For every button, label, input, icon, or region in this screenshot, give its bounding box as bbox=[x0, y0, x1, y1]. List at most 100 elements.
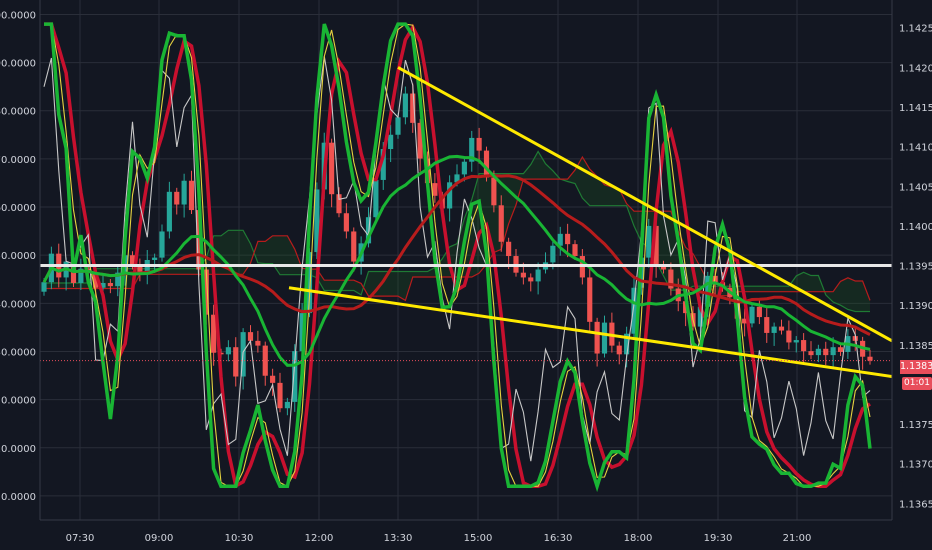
right-tick-label: 1.13700 bbox=[899, 460, 932, 471]
left-tick-label: 0.0000 bbox=[1, 492, 36, 503]
candle-body bbox=[343, 213, 349, 232]
left-tick-label: 40.0000 bbox=[0, 299, 36, 310]
candle-body bbox=[742, 318, 748, 324]
candle-body bbox=[129, 255, 136, 266]
candle-body bbox=[815, 348, 821, 356]
candle-body bbox=[506, 241, 512, 257]
candle-body bbox=[277, 382, 283, 409]
candle-body bbox=[601, 322, 608, 354]
left-tick-label: 50.0000 bbox=[0, 251, 36, 262]
right-tick-label: 1.13850 bbox=[899, 341, 932, 352]
right-tick-label: 1.14050 bbox=[899, 182, 932, 193]
right-tick-label: 1.13650 bbox=[899, 499, 932, 510]
candle-body bbox=[550, 245, 556, 263]
candle-body bbox=[572, 244, 578, 257]
x-tick-label: 07:30 bbox=[66, 533, 95, 544]
x-tick-label: 09:00 bbox=[145, 533, 174, 544]
candle-body bbox=[557, 233, 563, 246]
candle-body bbox=[137, 265, 143, 275]
candle-body bbox=[174, 191, 180, 205]
lower-trendline bbox=[288, 286, 893, 379]
candle-body bbox=[166, 191, 172, 232]
x-tick-label: 13:30 bbox=[384, 533, 413, 544]
candle-body bbox=[432, 183, 438, 196]
right-tick-label: 1.14000 bbox=[899, 222, 932, 233]
right-tick-label: 1.13750 bbox=[899, 420, 932, 431]
candle-body bbox=[653, 225, 659, 265]
left-tick-label: 90.0000 bbox=[0, 59, 36, 70]
candle-body bbox=[616, 345, 622, 355]
moving-average-fast bbox=[42, 154, 871, 367]
candle-body bbox=[631, 287, 637, 334]
candle-body bbox=[292, 351, 298, 402]
candle-body bbox=[247, 332, 254, 341]
candle-body bbox=[749, 306, 755, 324]
candle-body bbox=[395, 117, 401, 135]
stochastic-k-line bbox=[44, 22, 872, 493]
candle-body bbox=[830, 347, 836, 356]
candle-body bbox=[660, 264, 667, 270]
candle-body bbox=[469, 137, 475, 162]
left-tick-label: 80.0000 bbox=[0, 107, 36, 118]
candle-body bbox=[867, 356, 873, 361]
candle-body bbox=[793, 340, 799, 343]
axes: 07:30 09:00 10:30 12:00 13:30 15:00 16:30 18:00… bbox=[0, 10, 932, 544]
candle-body bbox=[329, 142, 335, 195]
candle-body bbox=[565, 233, 571, 245]
candle-body bbox=[668, 269, 674, 289]
candle-body bbox=[447, 182, 453, 209]
candle-body bbox=[41, 282, 47, 292]
candle-body bbox=[801, 340, 807, 352]
candle-body bbox=[491, 177, 497, 206]
upper-trendline bbox=[397, 66, 893, 343]
candle-body bbox=[498, 205, 504, 242]
candle-body bbox=[144, 260, 150, 275]
candle-body bbox=[808, 351, 814, 356]
candle-body bbox=[299, 313, 305, 352]
candle-body bbox=[697, 306, 703, 327]
right-tick-label: 1.14150 bbox=[899, 103, 932, 114]
left-tick-label: 100.0000 bbox=[0, 10, 36, 21]
candle-body bbox=[351, 231, 357, 262]
x-tick-label: 10:30 bbox=[225, 533, 254, 544]
candle-body bbox=[646, 225, 652, 258]
candle-body bbox=[107, 282, 113, 287]
x-tick-label: 18:00 bbox=[624, 533, 653, 544]
candle-body bbox=[284, 401, 290, 409]
left-tick-label: 70.0000 bbox=[0, 155, 36, 166]
right-tick-label: 1.14100 bbox=[899, 143, 932, 154]
candle-body bbox=[188, 180, 195, 211]
x-tick-label: 19:30 bbox=[704, 533, 733, 544]
candle-body bbox=[233, 347, 239, 377]
candle-body bbox=[314, 189, 320, 253]
candle-body bbox=[159, 231, 165, 258]
candle-body bbox=[181, 180, 187, 205]
candle-body bbox=[78, 268, 84, 283]
drawings bbox=[40, 66, 893, 379]
candle-body bbox=[594, 321, 600, 354]
candle-body bbox=[417, 122, 423, 159]
candle-body bbox=[225, 347, 231, 355]
candle-body bbox=[306, 252, 313, 314]
candle-body bbox=[410, 93, 416, 123]
candle-body bbox=[152, 257, 158, 260]
x-tick-label: 16:30 bbox=[544, 533, 573, 544]
x-tick-label: 15:00 bbox=[464, 533, 493, 544]
moving-average-slow bbox=[42, 174, 871, 336]
candle-body bbox=[823, 348, 829, 356]
right-tick-label: 1.14200 bbox=[899, 63, 932, 74]
candle-body bbox=[373, 179, 379, 218]
candle-body bbox=[837, 347, 844, 352]
candle-body bbox=[380, 149, 386, 180]
candle-body bbox=[203, 269, 209, 315]
candle-body bbox=[454, 174, 460, 183]
candle-body bbox=[336, 194, 342, 214]
candle-body bbox=[93, 272, 99, 288]
candle-body bbox=[587, 277, 593, 322]
indicators bbox=[42, 22, 872, 493]
right-tick-label: 1.13900 bbox=[899, 301, 932, 312]
candle-body bbox=[624, 333, 630, 355]
candle-body bbox=[786, 330, 792, 343]
